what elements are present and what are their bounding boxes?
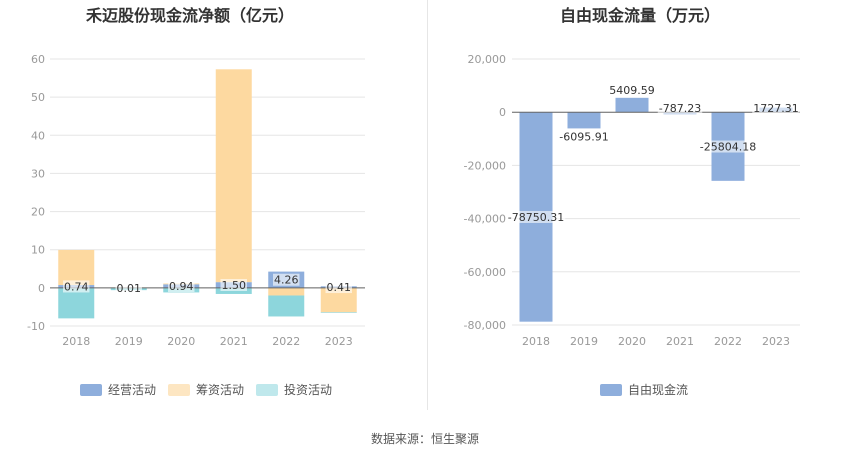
chart1-legend-investing-label: 投资活动 xyxy=(284,382,332,397)
chart1-data-label: 0.94 xyxy=(169,280,194,293)
chart1-legend-financing-label: 筹资活动 xyxy=(196,383,244,397)
chart2-bar xyxy=(615,97,649,113)
chart1-legend-operating-label: 经营活动 xyxy=(108,383,156,397)
chart2-data-label-bg xyxy=(698,140,758,153)
chart1-data-label: 1.50 xyxy=(222,279,247,292)
chart1-xtick: 2019 xyxy=(115,335,143,348)
chart2-xtick: 2019 xyxy=(570,335,598,348)
chart2-xtick: 2022 xyxy=(714,335,742,348)
free-cash-flow-chart: 自由现金流量（万元） -80,000 -60,000 -40,000 -20,000 0 2… xyxy=(464,6,800,397)
chart2-data-label-bg xyxy=(657,102,703,115)
chart1-bar-investing xyxy=(58,287,95,319)
chart1-bar-investing xyxy=(320,312,357,313)
chart1-bar-financing xyxy=(215,69,252,283)
chart1-xtick: 2020 xyxy=(167,335,195,348)
chart1-data-label: 0.01 xyxy=(117,282,142,295)
chart1-title: 禾迈股份现金流净额（亿元） xyxy=(86,6,294,25)
chart2-data-label: 1727.31 xyxy=(753,102,799,115)
chart1-ytick: 40 xyxy=(31,129,45,142)
chart1-xtick: 2018 xyxy=(62,335,90,348)
chart2-ytick: -40,000 xyxy=(464,213,506,226)
chart1-xtick: 2023 xyxy=(325,335,353,348)
chart1-data-label-bg xyxy=(115,281,142,294)
chart2-data-label-bg xyxy=(752,102,800,115)
chart1-data-label: 0.41 xyxy=(327,281,352,294)
chart1-legend-operating-swatch xyxy=(80,384,102,396)
chart1-bar-financing xyxy=(58,249,95,286)
chart1-data-label-bg xyxy=(168,280,195,293)
chart1-legend-investing-swatch xyxy=(256,384,278,396)
chart1-xtick: 2022 xyxy=(272,335,300,348)
chart1-ytick: 20 xyxy=(31,206,45,219)
chart2-data-label: -787.23 xyxy=(659,102,701,115)
chart2-data-label: -6095.91 xyxy=(559,130,608,143)
chart1-bar-financing xyxy=(268,287,305,296)
chart2-data-label: -25804.18 xyxy=(700,141,756,154)
chart1-data-label: 0.74 xyxy=(64,280,89,293)
chart1-xtick: 2021 xyxy=(220,335,248,348)
chart1-bar-investing xyxy=(268,295,305,317)
chart2-data-label-bg xyxy=(608,83,656,96)
chart2-ytick: 20,000 xyxy=(468,53,507,66)
chart2-legend-fcf-swatch xyxy=(600,384,622,396)
chart1-legend-financing-swatch xyxy=(168,384,190,396)
chart1-data-label-bg xyxy=(325,281,352,294)
chart1-ytick: 50 xyxy=(31,91,45,104)
chart2-data-label-bg xyxy=(506,210,566,223)
chart2-data-label: 5409.59 xyxy=(609,84,655,97)
chart2-ytick: -80,000 xyxy=(464,319,506,332)
chart1-data-label-bg xyxy=(273,273,300,286)
chart2-xtick: 2018 xyxy=(522,335,550,348)
data-source-label: 数据来源：恒生聚源 xyxy=(370,432,479,446)
chart2-data-label-bg xyxy=(558,130,610,143)
chart2-ytick: 0 xyxy=(499,106,506,119)
chart2-bar xyxy=(567,112,601,129)
chart2-ytick: -60,000 xyxy=(464,266,506,279)
chart2-xtick: 2021 xyxy=(666,335,694,348)
chart1-ytick: 60 xyxy=(31,53,45,66)
chart2-xtick: 2020 xyxy=(618,335,646,348)
cash-flow-chart: 禾迈股份现金流净额（亿元） -10 0 10 20 30 40 50 60 2018 2019 202… xyxy=(27,6,365,397)
chart1-data-label-bg xyxy=(220,278,247,291)
chart1-ytick: 0 xyxy=(38,282,45,295)
chart1-ytick: -10 xyxy=(27,320,45,333)
chart1-ytick: 30 xyxy=(31,167,45,180)
panel-divider xyxy=(427,0,428,410)
chart1-data-label: 4.26 xyxy=(274,274,299,287)
chart2-xtick: 2023 xyxy=(762,335,790,348)
chart2-data-label: -78750.31 xyxy=(508,211,564,224)
chart1-data-label-bg xyxy=(63,280,90,293)
chart2-title: 自由现金流量（万元） xyxy=(560,6,720,25)
chart2-legend-fcf-label: 自由现金流 xyxy=(628,382,688,397)
chart2-ytick: -20,000 xyxy=(464,159,506,172)
chart1-ytick: 10 xyxy=(31,244,45,257)
